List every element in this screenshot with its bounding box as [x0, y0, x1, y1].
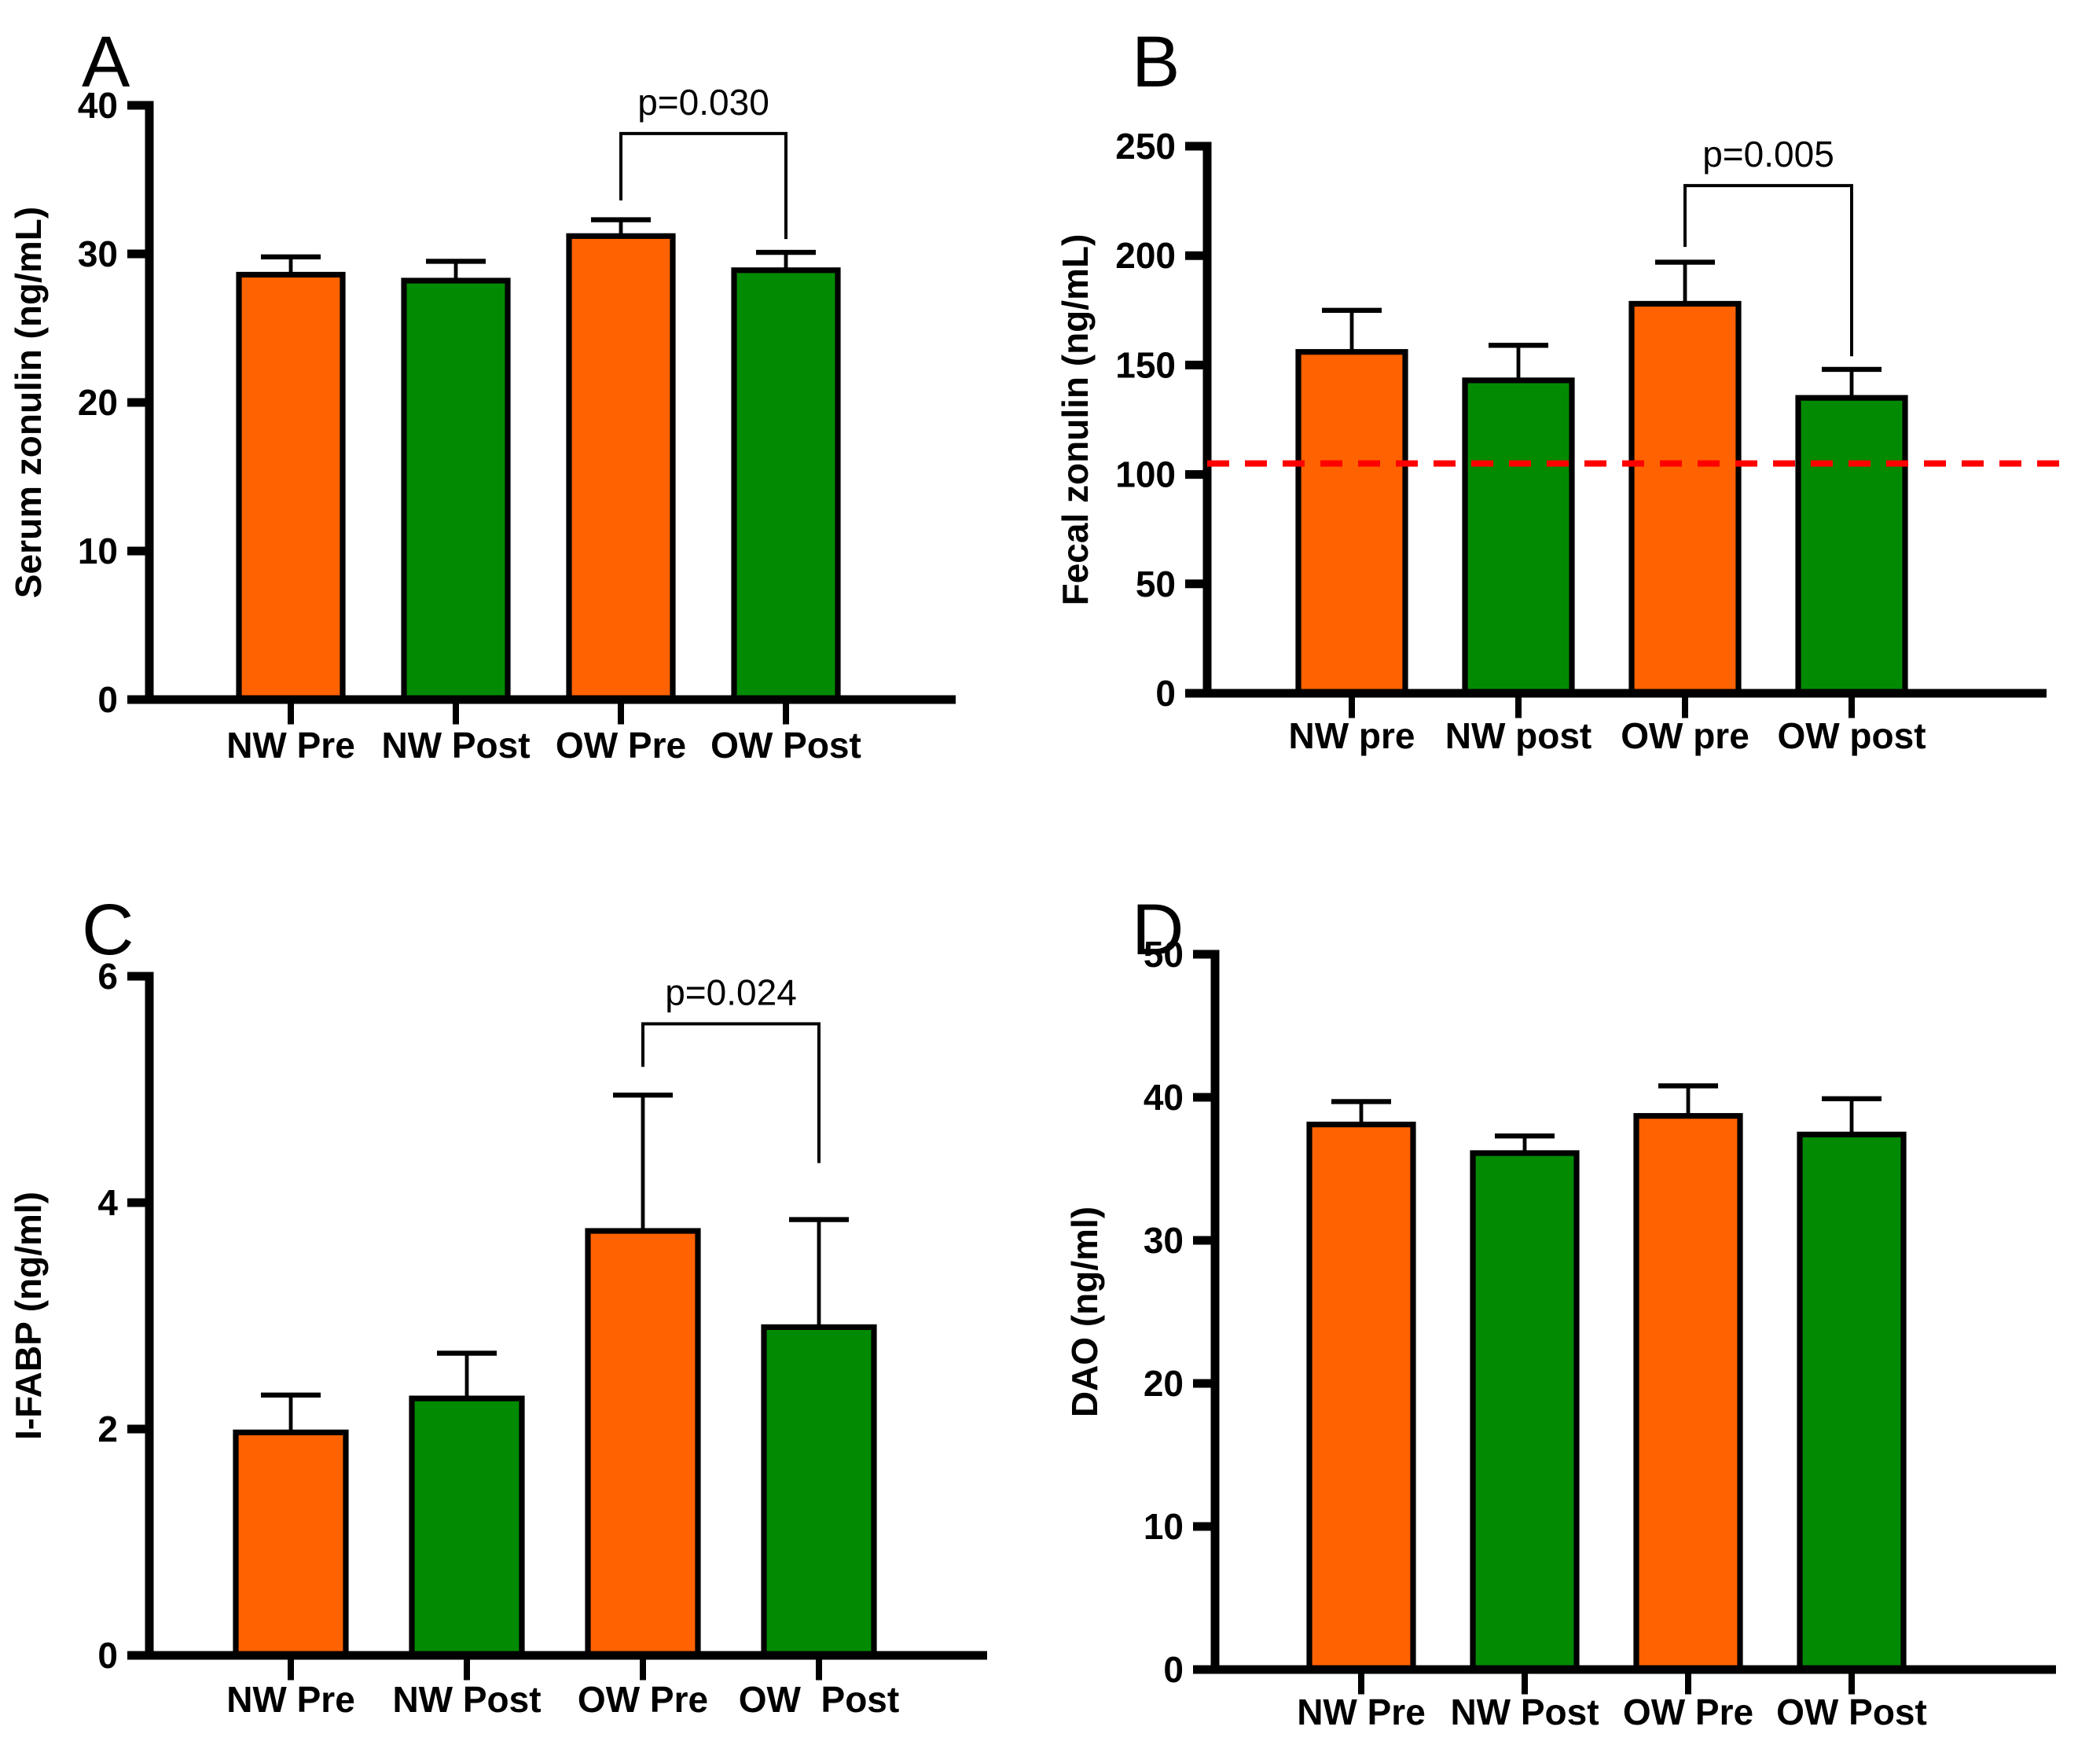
y-tick-label: 40	[1144, 1077, 1184, 1118]
y-tick-label: 150	[1115, 344, 1176, 385]
chart-C: C 0 2 4 6 I-FABP (ng/ml) NW Pre NW Post OW Pre OW…	[8, 890, 987, 1720]
bar-nw-pre	[236, 271, 346, 703]
y-tick-label: 200	[1115, 235, 1176, 276]
x-tick-label-nw-post: NW post	[1445, 715, 1592, 756]
bar-ow-post	[731, 267, 841, 703]
x-tick-label-nw-pre: NW Pre	[226, 725, 355, 766]
y-tick-label: 10	[78, 531, 118, 571]
y-tick-label: 6	[97, 956, 118, 997]
y-tick-label: 50	[1136, 564, 1176, 604]
bar-nw-post	[401, 277, 511, 703]
bar-ow-pre	[1633, 1113, 1743, 1673]
panel-letter-A: A	[82, 22, 130, 102]
y-tick-label: 0	[97, 1635, 118, 1676]
panel-letter-C: C	[82, 890, 134, 970]
x-tick-label-nw-pre: NW pre	[1289, 715, 1415, 756]
y-tick-label: 0	[97, 679, 118, 720]
y-tick-label: 4	[97, 1182, 118, 1223]
y-tick-label: 0	[1155, 673, 1176, 714]
x-tick-label-ow-pre: OW Pre	[1623, 1692, 1753, 1732]
bar-nw-pre	[1295, 349, 1408, 696]
significance-bracket	[1683, 184, 1853, 357]
x-tick-label-ow-post: OW post	[1777, 715, 1926, 756]
bar-ow-pre	[585, 1228, 701, 1659]
y-tick-label: 30	[78, 233, 118, 274]
panel-C: C 0 2 4 6 I-FABP (ng/ml) NW Pre NW Post OW Pre OW…	[0, 872, 1050, 1745]
y-tick-label: 250	[1115, 126, 1176, 167]
significance-label: p=0.030	[637, 82, 769, 123]
bar-nw-post	[409, 1395, 525, 1659]
panel-B: B 0 50 100 150 200 250 Fecal zonulin (ng/mL) NW …	[1050, 0, 2100, 872]
panel-letter-D: D	[1132, 890, 1184, 970]
x-tick-label-nw-post: NW Post	[1450, 1692, 1599, 1732]
y-tick-label: 10	[1144, 1506, 1184, 1547]
x-tick-label-nw-pre: NW Pre	[226, 1679, 355, 1720]
x-tick-label-nw-pre: NW Pre	[1297, 1692, 1426, 1732]
bar-ow-post	[1797, 1131, 1907, 1673]
significance-bracket	[641, 1022, 821, 1163]
y-tick-label: 50	[1144, 934, 1184, 975]
panel-D: D 0 10 20 30 40 50 DAO (ng/ml) NW Pre NW Post OW P…	[1050, 872, 2100, 1745]
y-tick-label: 40	[78, 85, 118, 126]
x-tick-label-nw-post: NW Post	[392, 1679, 541, 1720]
panel-A: A 0 10 20 30 40 Serum zonulin (ng/mL) NW Pre NW …	[0, 0, 1050, 872]
bar-nw-post	[1462, 377, 1575, 696]
bar-ow-post	[761, 1324, 877, 1659]
bar-ow-pre	[1628, 300, 1742, 696]
chart-A: A 0 10 20 30 40 Serum zonulin (ng/mL) NW Pre NW …	[8, 22, 956, 766]
panel-letter-B: B	[1132, 22, 1180, 102]
bar-nw-post	[1470, 1150, 1580, 1673]
x-tick-label-ow-pre: OW Pre	[556, 725, 686, 766]
chart-D: D 0 10 20 30 40 50 DAO (ng/ml) NW Pre NW Post OW P…	[1064, 890, 2056, 1732]
bar-ow-pre	[566, 233, 676, 703]
y-tick-label: 0	[1163, 1649, 1184, 1690]
x-tick-label-ow-post: OW Post	[739, 1679, 899, 1720]
bar-nw-pre	[233, 1429, 349, 1659]
y-tick-label: 20	[78, 382, 118, 423]
y-axis-title: DAO (ng/ml)	[1064, 1207, 1105, 1417]
bar-nw-pre	[1306, 1121, 1416, 1673]
y-tick-label: 100	[1115, 454, 1176, 495]
y-axis-title: Serum zonulin (ng/mL)	[8, 207, 49, 598]
x-tick-label-ow-post: OW Post	[710, 725, 861, 766]
y-tick-label: 30	[1144, 1220, 1184, 1261]
x-tick-label-ow-pre: OW Pre	[578, 1679, 708, 1720]
y-axis-title: I-FABP (ng/ml)	[8, 1192, 49, 1440]
bar-ow-post	[1795, 395, 1908, 696]
significance-bracket	[619, 131, 788, 240]
significance-label: p=0.024	[665, 972, 797, 1012]
significance-label: p=0.005	[1702, 134, 1834, 174]
x-tick-label-ow-pre: OW pre	[1621, 715, 1749, 756]
y-axis-title: Fecal zonulin (ng/mL)	[1055, 234, 1096, 606]
chart-B: B 0 50 100 150 200 250 Fecal zonulin (ng/mL) NW …	[1055, 22, 2075, 756]
y-tick-label: 2	[97, 1409, 118, 1449]
x-tick-label-nw-post: NW Post	[381, 725, 530, 766]
x-tick-label-ow-post: OW Post	[1776, 1692, 1927, 1732]
y-tick-label: 20	[1144, 1363, 1184, 1404]
